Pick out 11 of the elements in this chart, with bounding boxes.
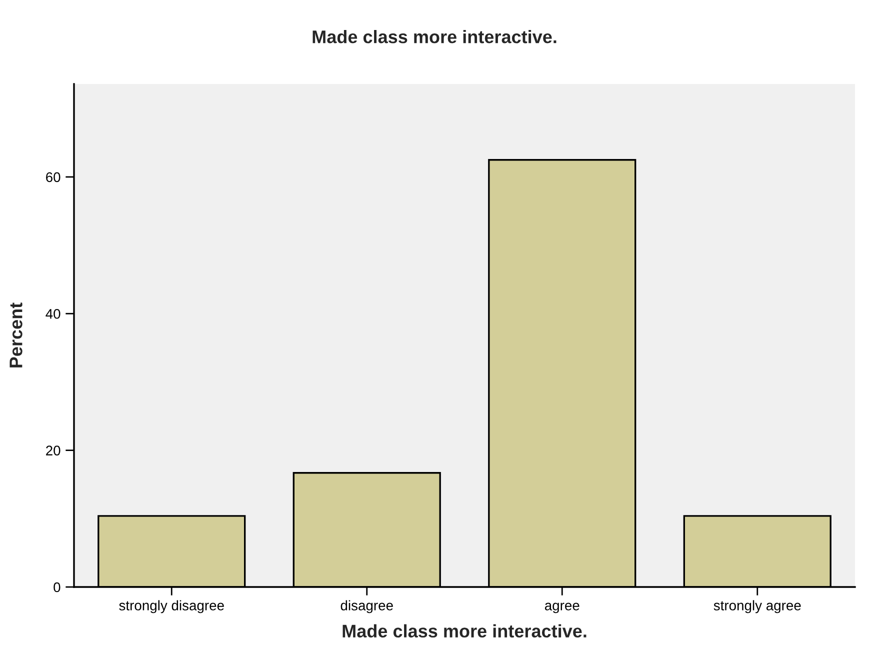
y-tick-label: 40 [46, 308, 60, 319]
chart-title: Made class more interactive. [312, 30, 556, 44]
x-tick-label: strongly disagree [119, 600, 224, 614]
x-axis-title: Made class more interactive. [342, 624, 586, 638]
y-tick-label: 20 [46, 446, 60, 456]
y-tick-label: 60 [46, 172, 60, 182]
x-tick-label: strongly agree [714, 600, 801, 614]
y-axis-title: Percent [10, 302, 22, 368]
x-tick-label: agree [544, 602, 580, 614]
x-tick-label: disagree [340, 600, 393, 614]
y-tick-label: 0 [54, 582, 60, 592]
